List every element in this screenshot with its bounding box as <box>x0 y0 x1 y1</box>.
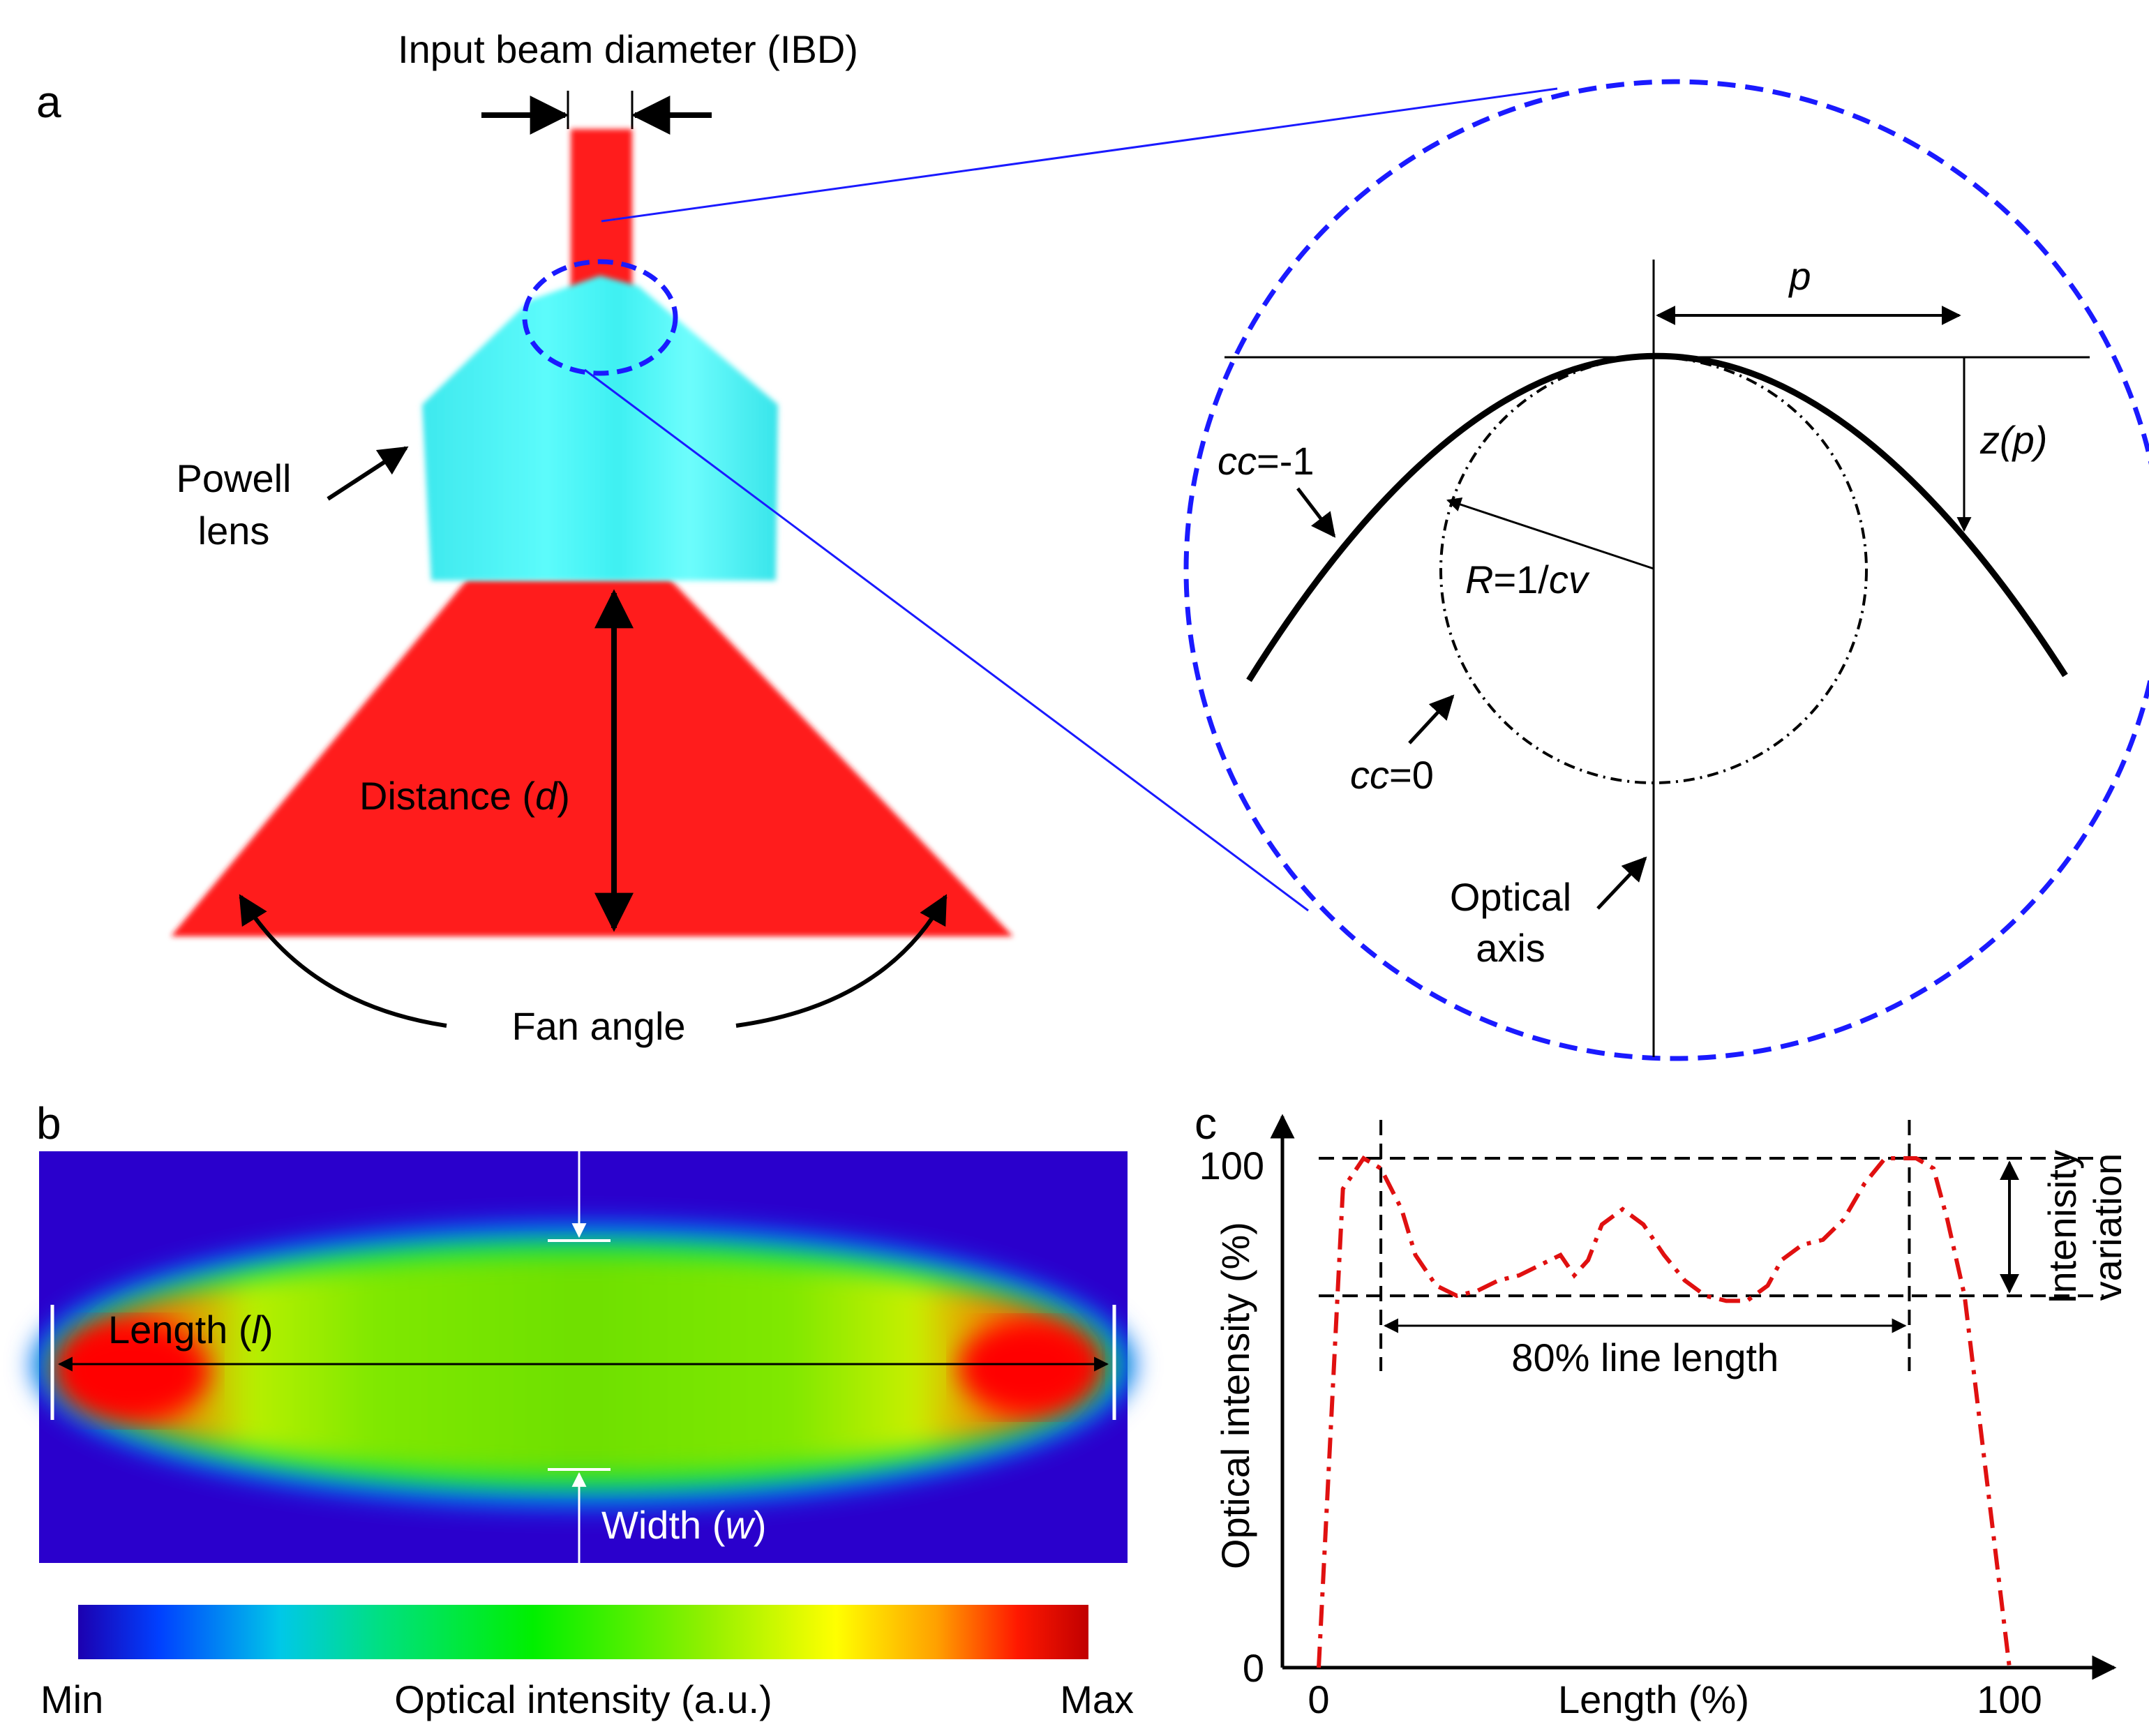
zoom-circle <box>1183 79 2149 1061</box>
distance-label: Distance (d) <box>359 774 570 818</box>
zoom-inset: p z(p) R=1/cv cc=-1 cc=0 Optical axis <box>1183 79 2149 1061</box>
optical-axis-arrow <box>1596 856 1647 910</box>
intensity-variation-label-line2: variation <box>2086 1153 2129 1301</box>
panel-a: a Input beam diameter (IBD) Powell lens … <box>36 27 2149 1061</box>
optical-axis-label-line2: axis <box>1476 926 1545 970</box>
radius-arrow <box>1446 497 1654 570</box>
colorbar-max: Max <box>1060 1677 1134 1721</box>
y-tick-100: 100 <box>1199 1144 1264 1188</box>
cc-minus1-label: cc=-1 <box>1218 439 1315 483</box>
ibd-label: Input beam diameter (IBD) <box>398 27 858 71</box>
cc-minus1-arrow <box>1296 487 1336 538</box>
sphere-cc-zero <box>1439 356 1868 784</box>
x-tick-0: 0 <box>1308 1677 1329 1721</box>
lens-label-line1: Powell <box>177 456 292 500</box>
lens-label-line2: lens <box>198 509 270 553</box>
powell-lens <box>422 276 778 581</box>
lens-pointer-arrow <box>327 446 409 501</box>
line-length-label: 80% line length <box>1511 1335 1779 1379</box>
y-tick-0: 0 <box>1243 1646 1264 1690</box>
r-label: R=1/cv <box>1465 558 1590 601</box>
cc-zero-label: cc=0 <box>1350 753 1434 797</box>
panel-c-chart: c Optical intensity (%) Length (%) 0 100… <box>1195 1098 2129 1721</box>
input-beam <box>571 129 632 297</box>
panel-b: b Length (l) Width (w) Min Optical inten… <box>32 1098 1135 1721</box>
zoom-region-ellipse <box>522 259 678 376</box>
width-label: Width (w) <box>601 1503 766 1547</box>
zp-label: z(p) <box>1979 418 2047 462</box>
fan-angle-right-arrow <box>735 894 948 1028</box>
intensity-profile-points <box>1318 1158 2010 1668</box>
x-tick-100: 100 <box>1977 1677 2042 1721</box>
zoom-connector-bottom <box>584 368 1309 912</box>
beam-profile-heatmap <box>32 1222 1135 1508</box>
fan-angle-label: Fan angle <box>511 1004 685 1048</box>
cc-zero-arrow <box>1408 694 1455 744</box>
colorbar <box>78 1605 1088 1659</box>
x-axis-label: Length (%) <box>1558 1677 1749 1721</box>
panel-a-label: a <box>36 77 61 127</box>
y-axis-label: Optical intensity (%) <box>1213 1222 1257 1569</box>
colorbar-label: Optical intensity (a.u.) <box>394 1677 772 1721</box>
optical-axis-label-line1: Optical <box>1450 875 1571 919</box>
fan-beam <box>171 579 1013 936</box>
p-label: p <box>1788 254 1811 298</box>
intensity-variation-label-line1: Intenisity <box>2040 1150 2084 1304</box>
parabola-cc-minus1 <box>1246 352 2068 682</box>
colorbar-min: Min <box>40 1677 103 1721</box>
intensity-profile-line <box>1317 1155 2012 1668</box>
panel-c-label: c <box>1195 1098 1217 1148</box>
chart-guides <box>1319 1120 2104 1371</box>
zoom-connector-top <box>601 87 1558 223</box>
fan-angle-left-arrow <box>239 894 447 1028</box>
panel-b-label: b <box>36 1098 61 1148</box>
length-label: Length (l) <box>108 1308 274 1352</box>
